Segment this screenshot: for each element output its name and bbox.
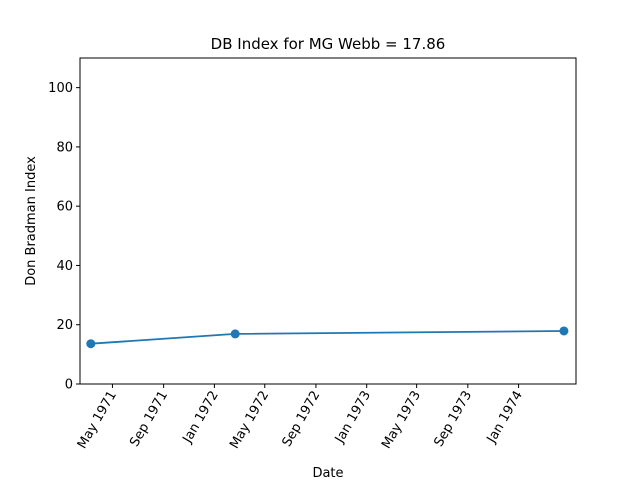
x-axis-label: Date — [312, 466, 343, 480]
y-tick-label: 100 — [48, 81, 73, 96]
data-point — [230, 329, 240, 339]
y-axis-label: Don Bradman Index — [24, 156, 39, 286]
chart-title: DB Index for MG Webb = 17.86 — [211, 35, 446, 53]
y-tick-label: 0 — [65, 378, 73, 393]
y-tick-label: 40 — [56, 259, 73, 274]
y-tick-label: 80 — [56, 140, 73, 155]
data-point — [559, 326, 569, 336]
plot-frame — [79, 57, 577, 385]
y-axis: 0 20 40 60 80 100 — [48, 81, 80, 393]
y-tick-label: 60 — [56, 200, 73, 215]
series-layer — [86, 326, 569, 349]
plot-area — [79, 57, 577, 385]
data-point — [86, 339, 96, 349]
y-tick-label: 20 — [56, 318, 73, 333]
